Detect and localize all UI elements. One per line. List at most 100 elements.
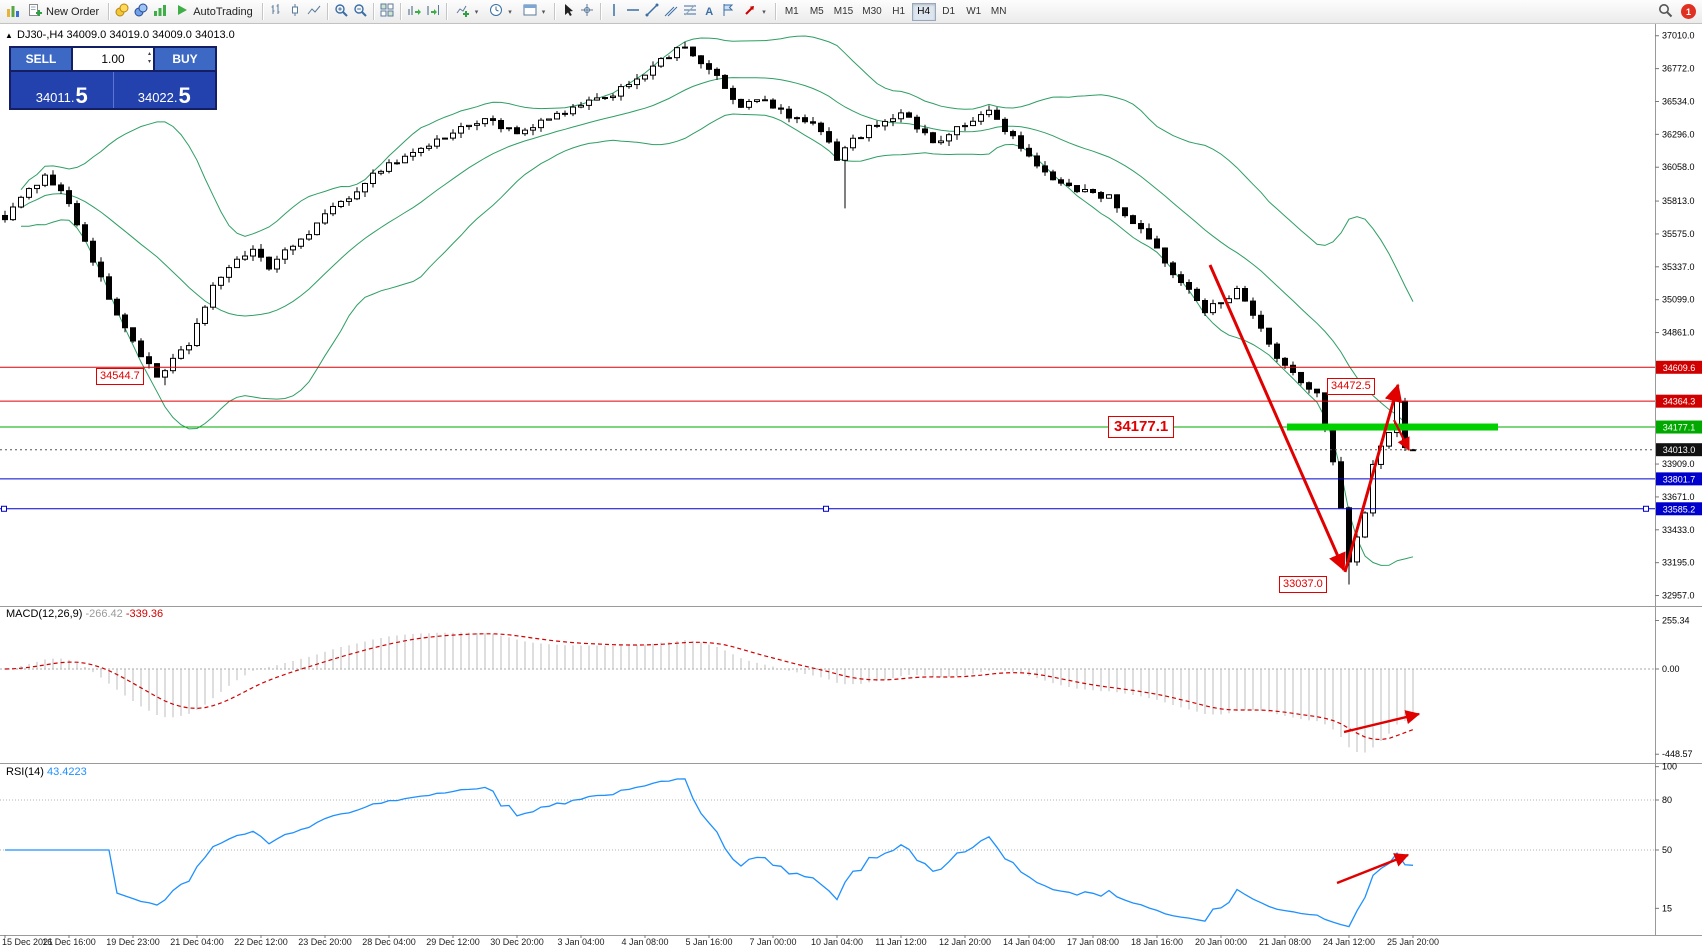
annotation-price-label[interactable]: 34177.1 (1108, 416, 1175, 438)
timeframe-m30-button[interactable]: M30 (858, 3, 885, 21)
blue-coins-icon (134, 3, 148, 20)
bar-chart-button[interactable] (267, 2, 285, 22)
svg-text:21 Dec 04:00: 21 Dec 04:00 (170, 937, 224, 947)
one-click-collapse-icon[interactable]: ▲ (5, 31, 13, 40)
svg-text:100: 100 (1662, 762, 1677, 772)
svg-text:10 Jan 04:00: 10 Jan 04:00 (811, 937, 863, 947)
svg-text:0.00: 0.00 (1662, 664, 1680, 674)
fibonacci-button[interactable] (681, 2, 699, 22)
main-price-pane[interactable] (0, 35, 1655, 585)
tile-windows-icon (380, 3, 394, 20)
svg-text:22 Dec 12:00: 22 Dec 12:00 (234, 937, 288, 947)
period-button[interactable]: ▾ (484, 2, 517, 22)
main-toolbar: New Order AutoTrading ▾ (0, 0, 1702, 24)
new-order-button[interactable]: New Order (23, 2, 104, 22)
macd-signal-value: -339.36 (125, 608, 164, 620)
zoom-in-button[interactable] (332, 2, 350, 22)
label-tool-button[interactable] (719, 2, 737, 22)
toolbar-separator (326, 3, 328, 20)
ask-price[interactable]: 34022. 5 (113, 72, 215, 108)
crosshair-icon (580, 3, 594, 20)
search-icon[interactable] (1658, 3, 1673, 21)
dropdown-caret-icon: ▾ (762, 8, 766, 16)
blue-coins-button[interactable] (132, 2, 150, 22)
vertical-line-icon (607, 3, 621, 20)
timeframe-d1-button[interactable]: D1 (937, 3, 961, 21)
price-axis[interactable]: 37010.0 36772.0 36534.0 36296.0 36058.0 35813… (1655, 31, 1702, 914)
trendline-button[interactable] (643, 2, 661, 22)
auto-scroll-button[interactable] (405, 2, 423, 22)
svg-text:34364.3: 34364.3 (1663, 397, 1696, 407)
bid-price-main: 34011. (35, 90, 75, 105)
annotation-arrows[interactable] (1208, 264, 1421, 885)
gold-coins-button[interactable] (113, 2, 131, 22)
svg-text:21 Jan 08:00: 21 Jan 08:00 (1259, 937, 1311, 947)
macd-name: MACD(12,26,9) (6, 608, 83, 620)
macd-main-value: -266.42 (85, 608, 123, 620)
chart-canvas[interactable]: 37010.0 36772.0 36534.0 36296.0 36058.0 35813… (0, 24, 1702, 948)
timeframe-h1-button[interactable]: H1 (887, 3, 911, 21)
sell-button[interactable]: SELL (11, 48, 71, 70)
zoom-out-icon (353, 3, 367, 20)
toolbar-separator (445, 3, 447, 20)
autotrading-button[interactable]: AutoTrading (170, 2, 258, 22)
horizontal-line-icon (626, 3, 640, 20)
svg-text:36772.0: 36772.0 (1662, 64, 1695, 74)
add-indicator-button[interactable]: ▾ (451, 2, 484, 22)
autotrading-play-icon (175, 3, 189, 20)
timeframe-m5-button[interactable]: M5 (805, 3, 829, 21)
svg-text:3 Jan 04:00: 3 Jan 04:00 (557, 937, 604, 947)
toolbar-separator (399, 3, 401, 20)
spinner-down-icon[interactable]: ▾ (147, 59, 151, 65)
arrows-tool-button[interactable]: ▾ (738, 2, 771, 22)
pivot-thick-segment[interactable] (1287, 423, 1498, 431)
svg-text:18 Jan 16:00: 18 Jan 16:00 (1131, 937, 1183, 947)
vertical-line-button[interactable] (605, 2, 623, 22)
timeframe-m1-button[interactable]: M1 (780, 3, 804, 21)
line-chart-button[interactable] (305, 2, 323, 22)
toolbar-separator (261, 3, 263, 20)
svg-text:17 Jan 08:00: 17 Jan 08:00 (1067, 937, 1119, 947)
bid-price[interactable]: 34011. 5 (11, 72, 113, 108)
green-stats-button[interactable] (151, 2, 169, 22)
chart-shift-icon (426, 3, 440, 20)
annotation-price-label[interactable]: 33037.0 (1279, 576, 1327, 593)
timeframe-h4-button[interactable]: H4 (911, 2, 936, 21)
timeframe-m15-button[interactable]: M15 (830, 3, 857, 21)
svg-text:28 Dec 04:00: 28 Dec 04:00 (362, 937, 416, 947)
toolbar-separator (774, 3, 776, 20)
annotation-price-label[interactable]: 34544.7 (96, 368, 144, 385)
text-tool-icon: A (705, 5, 714, 18)
svg-text:14 Jan 04:00: 14 Jan 04:00 (1003, 937, 1055, 947)
timeframe-mn-button[interactable]: MN (987, 3, 1011, 21)
ask-price-main: 34022. (137, 90, 178, 105)
volume-value[interactable]: 1.00 (101, 52, 125, 66)
svg-text:36058.0: 36058.0 (1662, 162, 1695, 172)
volume-spinner[interactable]: ▴ ▾ (148, 50, 151, 66)
buy-button[interactable]: BUY (155, 48, 215, 70)
svg-text:24 Jan 12:00: 24 Jan 12:00 (1323, 937, 1375, 947)
cursor-icon (561, 3, 575, 20)
horizontal-line-button[interactable] (624, 2, 642, 22)
spinner-up-icon[interactable]: ▴ (147, 51, 151, 57)
notification-badge[interactable]: 1 (1681, 4, 1696, 19)
template-button[interactable]: ▾ (518, 2, 551, 22)
zoom-out-button[interactable] (351, 2, 369, 22)
channel-icon (664, 3, 678, 20)
chart-shift-button[interactable] (424, 2, 442, 22)
zoom-in-icon (334, 3, 348, 20)
channel-button[interactable] (662, 2, 680, 22)
svg-text:33585.2: 33585.2 (1663, 504, 1696, 514)
volume-input[interactable]: 1.00 ▴ ▾ (73, 48, 153, 70)
rsi-name: RSI(14) (6, 766, 44, 778)
annotation-price-label[interactable]: 34472.5 (1327, 378, 1375, 395)
crosshair-button[interactable] (578, 2, 596, 22)
candlestick-chart-button[interactable] (286, 2, 304, 22)
tile-windows-button[interactable] (378, 2, 396, 22)
text-tool-button[interactable]: A (700, 2, 718, 22)
svg-text:36296.0: 36296.0 (1662, 129, 1695, 139)
cursor-button[interactable] (559, 2, 577, 22)
timeframe-w1-button[interactable]: W1 (962, 3, 986, 21)
svg-text:34177.1: 34177.1 (1663, 423, 1696, 433)
